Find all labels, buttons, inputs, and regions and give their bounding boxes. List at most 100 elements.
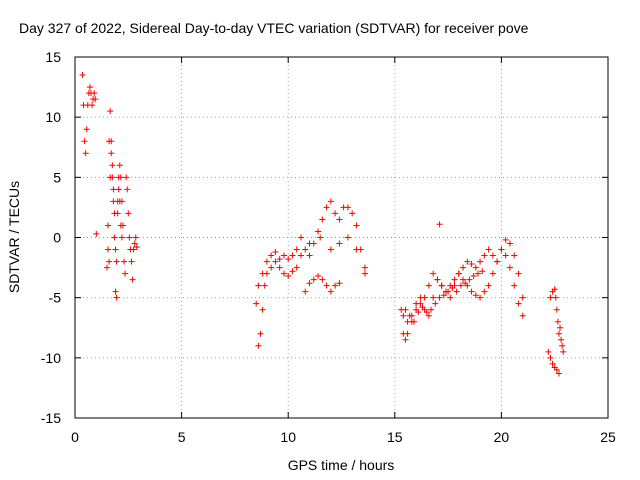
data-point [485, 282, 492, 289]
data-point [336, 280, 343, 287]
data-point [297, 234, 304, 241]
data-point [336, 216, 343, 223]
data-point [327, 246, 334, 253]
data-point [417, 294, 424, 301]
data-point [440, 292, 447, 299]
data-point [455, 270, 462, 277]
data-point [557, 324, 564, 331]
data-point [79, 72, 86, 79]
data-point [124, 186, 131, 193]
data-point [92, 96, 99, 103]
y-tick-label: -5 [49, 290, 62, 306]
data-point [319, 276, 326, 283]
data-point [83, 126, 90, 133]
data-point [498, 246, 505, 253]
data-point [506, 264, 513, 271]
data-point [108, 138, 115, 145]
data-point [555, 370, 562, 377]
data-point [116, 198, 123, 205]
data-point [361, 270, 368, 277]
data-point [118, 234, 125, 241]
data-point [131, 240, 138, 247]
y-tick-label: 10 [45, 109, 61, 125]
y-tick-label: 5 [53, 169, 61, 185]
data-point [349, 210, 356, 217]
data-point [280, 252, 287, 259]
data-point [453, 288, 460, 295]
data-point [489, 252, 496, 259]
data-point [112, 246, 119, 253]
data-point [293, 246, 300, 253]
data-point [462, 280, 469, 287]
data-point [551, 286, 558, 293]
data-point [285, 273, 292, 280]
data-point [126, 234, 133, 241]
data-point [93, 230, 100, 237]
data-point [113, 294, 120, 301]
data-point [332, 210, 339, 217]
x-tick-label: 10 [280, 429, 296, 445]
data-point [511, 252, 518, 259]
x-tick-label: 20 [494, 429, 510, 445]
data-point [519, 294, 526, 301]
data-point [434, 276, 441, 283]
data-point [332, 282, 339, 289]
data-point [344, 234, 351, 241]
data-point [344, 204, 351, 211]
data-point [353, 222, 360, 229]
data-point [489, 270, 496, 277]
data-point [319, 216, 326, 223]
data-point [502, 252, 509, 259]
data-point [259, 306, 266, 313]
data-point [112, 288, 119, 295]
data-point [547, 294, 554, 301]
data-point [276, 264, 283, 271]
data-point [474, 270, 481, 277]
data-point [410, 318, 417, 325]
data-point [449, 285, 456, 292]
data-point [515, 300, 522, 307]
data-point [553, 306, 560, 313]
data-point [105, 246, 112, 253]
data-point [558, 336, 565, 343]
data-point [460, 276, 467, 283]
data-point [109, 162, 116, 169]
data-point [86, 84, 93, 91]
data-point [257, 330, 264, 337]
data-point [263, 258, 270, 265]
data-point [336, 240, 343, 247]
y-tick-label: 0 [53, 230, 61, 246]
data-point [133, 244, 140, 251]
y-tick-label: 15 [45, 49, 61, 65]
data-point [91, 90, 98, 97]
data-point [121, 258, 128, 265]
data-point [302, 246, 309, 253]
plot-frame [74, 56, 609, 419]
data-point [519, 312, 526, 319]
data-point [361, 264, 368, 271]
data-point [110, 186, 117, 193]
data-point [447, 294, 454, 301]
data-point [268, 252, 275, 259]
data-point [430, 294, 437, 301]
data-point [560, 348, 567, 355]
data-point [111, 234, 118, 241]
x-tick-label: 15 [387, 429, 403, 445]
data-point [432, 300, 439, 307]
data-point [111, 210, 118, 217]
data-point [306, 280, 313, 287]
data-point [481, 288, 488, 295]
data-point [415, 309, 422, 316]
data-point [485, 246, 492, 253]
data-point [253, 300, 260, 307]
data-point [103, 264, 110, 271]
data-point [430, 270, 437, 277]
data-point [89, 102, 96, 109]
data-point [129, 276, 136, 283]
data-point [259, 270, 266, 277]
data-point [272, 248, 279, 255]
data-point [545, 348, 552, 355]
data-point [107, 174, 114, 181]
data-point [425, 282, 432, 289]
data-point [445, 288, 452, 295]
